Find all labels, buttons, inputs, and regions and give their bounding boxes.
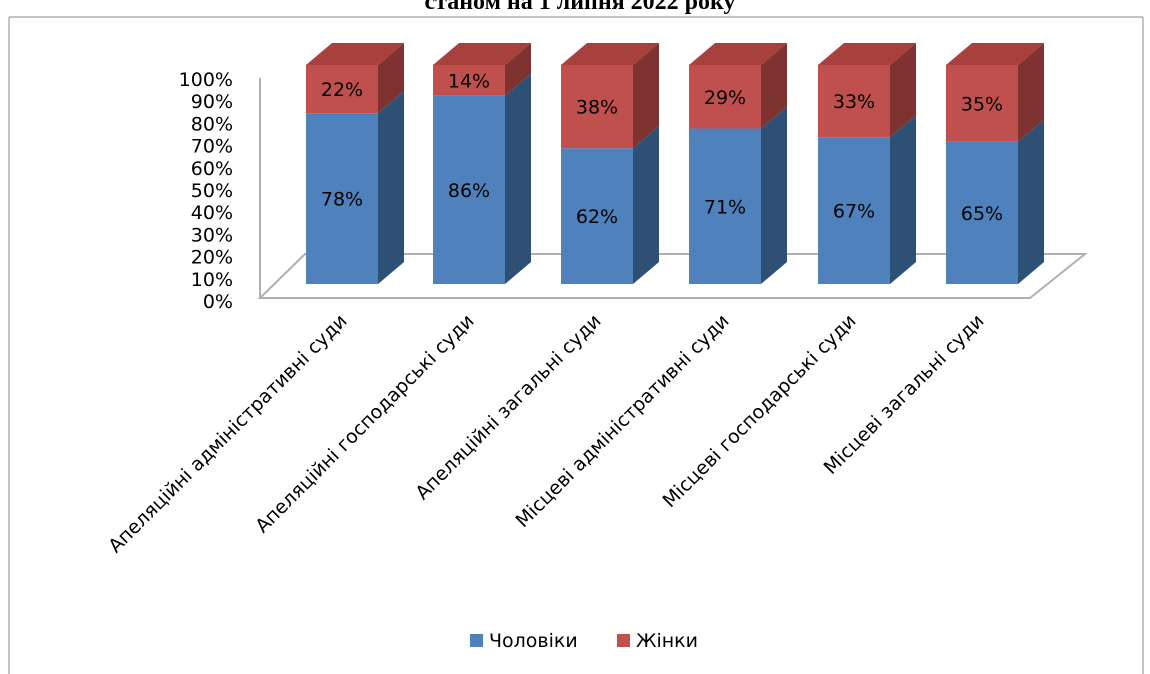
bar-stack: 65% 35% — [946, 43, 1044, 285]
data-label: 71% — [704, 196, 746, 218]
data-label: 14% — [448, 70, 490, 92]
y-tick-label: 20% — [191, 247, 233, 269]
bar-segment — [561, 65, 633, 149]
bar-segment — [433, 65, 505, 96]
bar-side-face — [633, 126, 659, 284]
y-tick-label: 0% — [203, 291, 233, 313]
bar-stack: 67% 33% — [818, 43, 916, 285]
bar-side-face — [761, 43, 787, 129]
bar-top-face — [561, 43, 659, 65]
bars-group: 78% 22% 86% 14% 62% 38% 71% 29% 67% 33% 65% 35% — [306, 43, 1044, 285]
bar-segment — [561, 148, 633, 284]
bar-stack: 86% 14% — [433, 43, 531, 284]
y-tick-label: 40% — [191, 202, 233, 224]
data-label: 38% — [576, 97, 618, 119]
bar-top-face — [689, 43, 787, 65]
category-label: Апеляційні адміністративні суди — [104, 310, 351, 557]
bar-segment — [946, 65, 1018, 142]
bar-side-face — [633, 43, 659, 149]
data-label: 35% — [961, 93, 1003, 115]
bar-segment — [689, 65, 761, 129]
bar-segment — [306, 113, 378, 285]
y-tick-label: 50% — [191, 180, 233, 202]
bar-top-face — [818, 43, 916, 65]
bar-top-face — [306, 43, 404, 65]
legend-swatch-choloviky — [470, 634, 483, 647]
y-tick-label: 70% — [191, 136, 233, 158]
data-label: 67% — [833, 201, 875, 223]
bar-side-face — [505, 43, 531, 96]
data-label: 86% — [448, 180, 490, 202]
data-label: 33% — [833, 91, 875, 113]
bar-segment — [433, 95, 505, 284]
bar-side-face — [1018, 43, 1044, 142]
y-tick-label: 80% — [191, 113, 233, 135]
legend-swatch-zhinky — [617, 634, 630, 647]
bar-side-face — [505, 73, 531, 284]
bar-segment — [946, 141, 1018, 284]
y-axis-ticks: 0%10%20%30%40%50%60%70%80%90%100% — [179, 69, 233, 313]
y-tick-label: 10% — [191, 269, 233, 291]
category-label: Апеляційні господарські суди — [251, 310, 478, 537]
bar-top-face — [433, 43, 531, 65]
data-label: 78% — [321, 189, 363, 211]
bar-top-face — [946, 43, 1044, 65]
category-label: Місцеві адміністративні суди — [511, 310, 733, 532]
bar-stack: 78% 22% — [306, 43, 404, 285]
y-tick-label: 90% — [191, 91, 233, 113]
data-label: 22% — [321, 79, 363, 101]
bar-side-face — [378, 91, 404, 285]
data-label: 29% — [704, 87, 746, 109]
category-labels: Апеляційні адміністративні судиАпеляційн… — [104, 310, 988, 557]
bar-segment — [306, 65, 378, 114]
y-tick-label: 60% — [191, 158, 233, 180]
data-label: 65% — [961, 203, 1003, 225]
bar-segment — [818, 137, 890, 284]
bar-side-face — [890, 115, 916, 285]
bar-stack: 62% 38% — [561, 43, 659, 284]
y-tick-label: 30% — [191, 224, 233, 246]
bar-side-face — [378, 43, 404, 114]
bar-stack: 71% 29% — [689, 43, 787, 284]
legend-label-choloviky: Чоловіки — [489, 630, 578, 652]
legend-label-zhinky: Жінки — [636, 630, 698, 652]
bar-segment — [689, 128, 761, 284]
chart-title: станом на 1 липня 2022 року — [424, 0, 735, 15]
data-label: 62% — [576, 206, 618, 228]
bar-side-face — [761, 106, 787, 284]
bar-segment — [818, 65, 890, 138]
y-tick-label: 100% — [179, 69, 233, 91]
legend: Чоловіки Жінки — [470, 630, 698, 652]
bar-side-face — [890, 43, 916, 138]
bar-side-face — [1018, 119, 1044, 285]
